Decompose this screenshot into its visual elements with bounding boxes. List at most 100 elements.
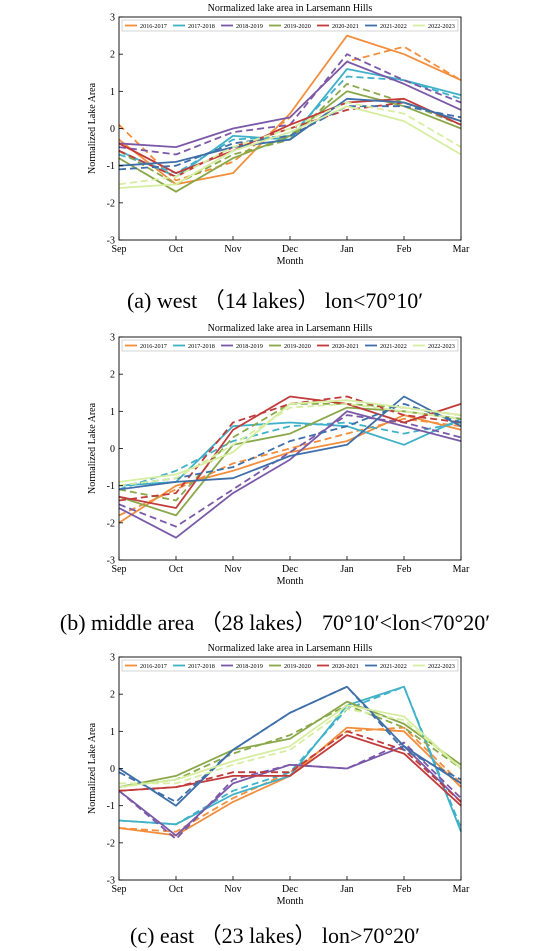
series-line-2022-2023-dashed: [119, 708, 462, 785]
x-tick-label: Mar: [453, 884, 470, 895]
x-tick-label: Mar: [453, 564, 470, 575]
plot-frame: [118, 336, 462, 561]
caption-west: (a) west （14 lakes） lon<70°10′: [126, 288, 424, 313]
legend-label-2022-2023: 2022-2023: [428, 663, 455, 670]
x-tick-label: Jan: [340, 564, 353, 575]
series-line-2019-2020-solid: [118, 90, 462, 193]
y-tick-label: 2: [110, 370, 115, 381]
series-line-2018-2019-solid: [118, 410, 462, 539]
series-line-2021-2022-solid: [118, 97, 462, 167]
series-line-2020-2021-dashed: [118, 730, 462, 803]
series-line-2016-2017-dashed: [118, 417, 462, 517]
y-tick-label: 2: [110, 50, 115, 61]
legend-label-2017-2018: 2017-2018: [188, 23, 215, 30]
series-line-2020-2021-solid: [118, 395, 462, 509]
y-tick-label: -3: [107, 236, 115, 247]
legend-label-2016-2017: 2016-2017: [140, 663, 167, 670]
series-line-2018-2019-dashed: [118, 414, 462, 528]
x-tick-label: Dec: [282, 884, 299, 895]
series-line-2021-2022-dashed: [118, 685, 462, 803]
x-tick-label: Jan: [340, 244, 353, 255]
series-line-2021-2022-dashed: [118, 105, 462, 171]
legend-label-2022-2023: 2022-2023: [428, 343, 455, 350]
chart-title: Normalized lake area in Larsemann Hills: [208, 3, 373, 14]
series-line-2017-2018-dashed: [118, 421, 462, 491]
x-tick-label: Dec: [282, 244, 299, 255]
y-tick-label: 3: [110, 13, 115, 24]
x-tick-label: Sep: [112, 244, 127, 255]
chart-panel-east: Normalized lake area in Larsemann Hills -…: [0, 640, 550, 915]
legend-label-2022-2023: 2022-2023: [428, 23, 455, 30]
series-line-2022-2023-solid: [118, 399, 462, 483]
x-tick-label: Mar: [453, 244, 470, 255]
legend-label-2018-2019: 2018-2019: [236, 343, 263, 350]
y-tick-label: 1: [110, 727, 115, 738]
chart-title: Normalized lake area in Larsemann Hills: [208, 643, 373, 654]
y-tick-label: 0: [110, 444, 115, 455]
y-tick-label: -3: [107, 876, 115, 887]
y-axis-label: Normalized Lake Area: [87, 722, 98, 814]
legend-label-2018-2019: 2018-2019: [236, 663, 263, 670]
series-line-2022-2023-dashed: [118, 101, 462, 186]
series-line-2018-2019-solid: [118, 60, 462, 149]
y-tick-label: 3: [110, 333, 115, 344]
y-tick-label: -1: [107, 801, 115, 812]
y-tick-label: 3: [110, 653, 115, 664]
legend-label-2017-2018: 2017-2018: [188, 343, 215, 350]
x-tick-label: Nov: [224, 884, 241, 895]
y-tick-label: -2: [107, 838, 115, 849]
legend-box: [121, 19, 459, 32]
legend-label-2020-2021: 2020-2021: [332, 23, 359, 30]
caption-east: (c) east （23 lakes） lon>70°20′: [130, 923, 420, 948]
series-line-2018-2019-dashed: [118, 741, 462, 841]
y-tick-label: 0: [110, 764, 115, 775]
y-tick-label: -2: [107, 518, 115, 529]
y-tick-label: 1: [110, 407, 115, 418]
plot-frame: [118, 656, 462, 881]
series-line-2020-2021-solid: [118, 97, 462, 175]
legend-label-2021-2022: 2021-2022: [380, 343, 407, 350]
legend-label-2017-2018: 2017-2018: [188, 663, 215, 670]
x-tick-label: Oct: [169, 244, 184, 255]
y-tick-label: 2: [110, 690, 115, 701]
x-tick-label: Feb: [397, 884, 412, 895]
x-tick-label: Jan: [340, 884, 353, 895]
series-line-2019-2020-solid: [118, 406, 462, 517]
legend-label-2016-2017: 2016-2017: [140, 23, 167, 30]
x-tick-label: Sep: [112, 884, 127, 895]
series-line-2022-2023-dashed: [118, 403, 462, 487]
x-tick-label: Oct: [169, 564, 184, 575]
legend-label-2020-2021: 2020-2021: [332, 663, 359, 670]
x-tick-label: Feb: [397, 564, 412, 575]
y-tick-label: -1: [107, 481, 115, 492]
legend-label-2016-2017: 2016-2017: [140, 343, 167, 350]
series-line-2021-2022-solid: [118, 395, 462, 491]
x-tick-label: Oct: [169, 884, 184, 895]
chart-east: Normalized lake area in Larsemann Hills -…: [87, 643, 470, 907]
series-line-2016-2017-solid: [118, 726, 462, 837]
series-line-2022-2023-solid: [118, 704, 462, 788]
y-tick-label: 1: [110, 87, 115, 98]
y-tick-label: -1: [107, 161, 115, 172]
y-axis-label: Normalized Lake Area: [87, 82, 98, 174]
x-axis-label: Month: [277, 256, 304, 267]
legend-box: [121, 339, 459, 352]
chart-middle: Normalized lake area in Larsemann Hills -…: [87, 323, 470, 587]
legend-label-2019-2020: 2019-2020: [284, 23, 311, 30]
legend-label-2019-2020: 2019-2020: [284, 663, 311, 670]
x-tick-label: Nov: [224, 244, 241, 255]
x-tick-label: Dec: [282, 564, 299, 575]
x-tick-label: Feb: [397, 244, 412, 255]
series-line-2017-2018-solid: [118, 68, 462, 178]
series-line-2022-2023-solid: [118, 105, 462, 189]
chart-panel-middle: Normalized lake area in Larsemann Hills -…: [0, 320, 550, 595]
series-line-2016-2017-dashed: [118, 726, 462, 833]
legend-label-2020-2021: 2020-2021: [332, 343, 359, 350]
chart-panel-west: Normalized lake area in Larsemann Hills -…: [0, 0, 550, 275]
legend-box: [121, 659, 459, 672]
y-tick-label: -3: [107, 556, 115, 567]
y-tick-label: 0: [110, 124, 115, 135]
series-line-2019-2020-solid: [118, 700, 462, 788]
legend-label-2021-2022: 2021-2022: [380, 663, 407, 670]
chart-title: Normalized lake area in Larsemann Hills: [208, 323, 373, 334]
